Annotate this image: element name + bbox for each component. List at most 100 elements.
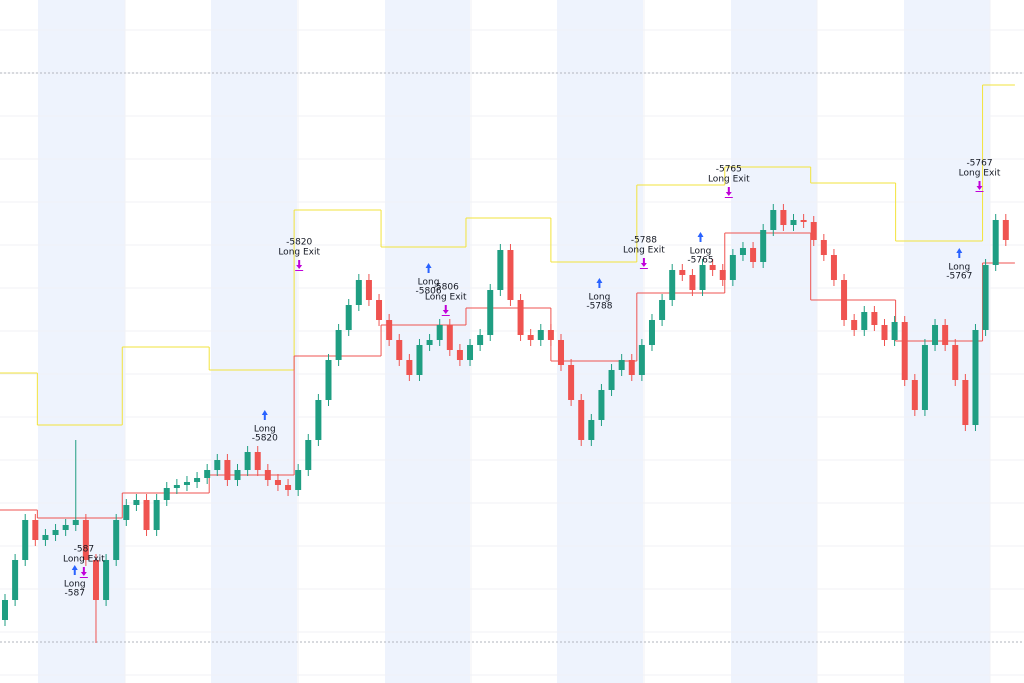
candle-body bbox=[274, 480, 281, 485]
candle-body bbox=[770, 210, 777, 230]
candle-body bbox=[891, 322, 898, 340]
candle-body bbox=[851, 320, 858, 330]
candle-body bbox=[386, 320, 393, 340]
candle-body bbox=[2, 600, 8, 620]
candle-body bbox=[335, 330, 342, 360]
entry-arrow bbox=[261, 410, 268, 420]
exit-price: -587 bbox=[74, 545, 94, 555]
candle-body bbox=[537, 330, 544, 340]
candle-body bbox=[820, 240, 827, 255]
candle-body bbox=[992, 220, 999, 265]
candle-body bbox=[345, 305, 352, 330]
candle-body bbox=[315, 400, 322, 440]
candle-body bbox=[376, 300, 383, 320]
candle-body bbox=[729, 255, 736, 280]
candle-body bbox=[22, 520, 29, 560]
candle-body bbox=[719, 270, 726, 280]
candle-body bbox=[982, 265, 989, 330]
candle-body bbox=[669, 270, 676, 300]
candle-body bbox=[32, 520, 39, 540]
exit-label: Long Exit bbox=[959, 169, 1001, 179]
candle-body bbox=[830, 255, 837, 280]
session-band bbox=[211, 0, 297, 683]
candle-body bbox=[113, 520, 120, 560]
exit-arrow bbox=[441, 305, 450, 316]
candle-body bbox=[153, 500, 160, 530]
exit-price: -5765 bbox=[716, 165, 742, 175]
exit-arrow bbox=[724, 187, 733, 198]
candle-body bbox=[568, 365, 575, 400]
candle-body bbox=[689, 275, 696, 290]
candle-body bbox=[52, 530, 59, 535]
candle-body bbox=[416, 345, 423, 375]
candle-body bbox=[295, 470, 302, 490]
candle-body bbox=[861, 312, 868, 330]
candle-body bbox=[699, 265, 706, 290]
candle-body bbox=[396, 340, 403, 360]
candle-body bbox=[628, 360, 635, 375]
entry-arrow bbox=[425, 263, 432, 273]
candle-body bbox=[436, 325, 443, 340]
candle-body bbox=[659, 300, 666, 320]
entry-price: -5820 bbox=[252, 434, 278, 444]
candle-body bbox=[638, 345, 645, 375]
entry-label: Long bbox=[948, 263, 970, 273]
candle-body bbox=[123, 505, 130, 520]
candle-body bbox=[558, 340, 565, 365]
candle-body bbox=[103, 560, 110, 600]
exit-arrow bbox=[79, 567, 88, 578]
exit-label: Long Exit bbox=[63, 555, 105, 565]
candle-body bbox=[62, 525, 69, 530]
entry-label: Long bbox=[690, 247, 712, 257]
exit-label: Long Exit bbox=[708, 175, 750, 185]
candle-body bbox=[517, 300, 524, 335]
candle-body bbox=[760, 230, 767, 262]
candle-body bbox=[598, 390, 605, 420]
candle-body bbox=[456, 350, 463, 360]
candle-body bbox=[932, 325, 939, 345]
candle-body bbox=[487, 290, 494, 335]
candle-body bbox=[82, 520, 89, 560]
candle-body bbox=[325, 360, 332, 400]
plot: Long-587Long-5820Long-5806Long-5788Long-… bbox=[0, 84, 1015, 643]
candle-body bbox=[406, 360, 413, 375]
session-band bbox=[731, 0, 817, 683]
candle-body bbox=[547, 330, 554, 340]
exit-price: -5806 bbox=[433, 283, 459, 293]
entry-arrow bbox=[956, 248, 963, 258]
candle-body bbox=[952, 345, 959, 380]
session-bands bbox=[38, 0, 990, 683]
candle-body bbox=[578, 400, 585, 440]
exit-arrow bbox=[295, 260, 304, 271]
exit-arrow bbox=[975, 181, 984, 192]
entry-label: Long bbox=[589, 293, 611, 303]
candle-body bbox=[244, 452, 251, 470]
entry-label: Long bbox=[254, 425, 276, 435]
session-band bbox=[38, 0, 125, 683]
entry-price: -5765 bbox=[687, 256, 713, 266]
candle-body bbox=[507, 250, 514, 300]
session-band bbox=[557, 0, 643, 683]
candle-body bbox=[72, 520, 79, 525]
candle-body bbox=[901, 322, 908, 380]
entry-arrow bbox=[71, 565, 78, 575]
candle-body bbox=[709, 265, 716, 270]
candle-body bbox=[1002, 220, 1009, 240]
candle-body bbox=[750, 248, 757, 262]
candle-body bbox=[618, 360, 625, 370]
candle-body bbox=[800, 220, 807, 222]
candle-body bbox=[133, 500, 140, 505]
candle-body bbox=[42, 535, 49, 540]
candle-body bbox=[648, 320, 655, 345]
candle-body bbox=[881, 325, 888, 340]
entry-price: -587 bbox=[65, 589, 85, 599]
candle-body bbox=[921, 345, 928, 410]
candle-body bbox=[285, 485, 292, 490]
candle-body bbox=[962, 380, 969, 425]
candle-body bbox=[446, 325, 453, 350]
candle-body bbox=[254, 452, 261, 470]
exit-arrow bbox=[639, 258, 648, 269]
candle-body bbox=[942, 325, 949, 345]
